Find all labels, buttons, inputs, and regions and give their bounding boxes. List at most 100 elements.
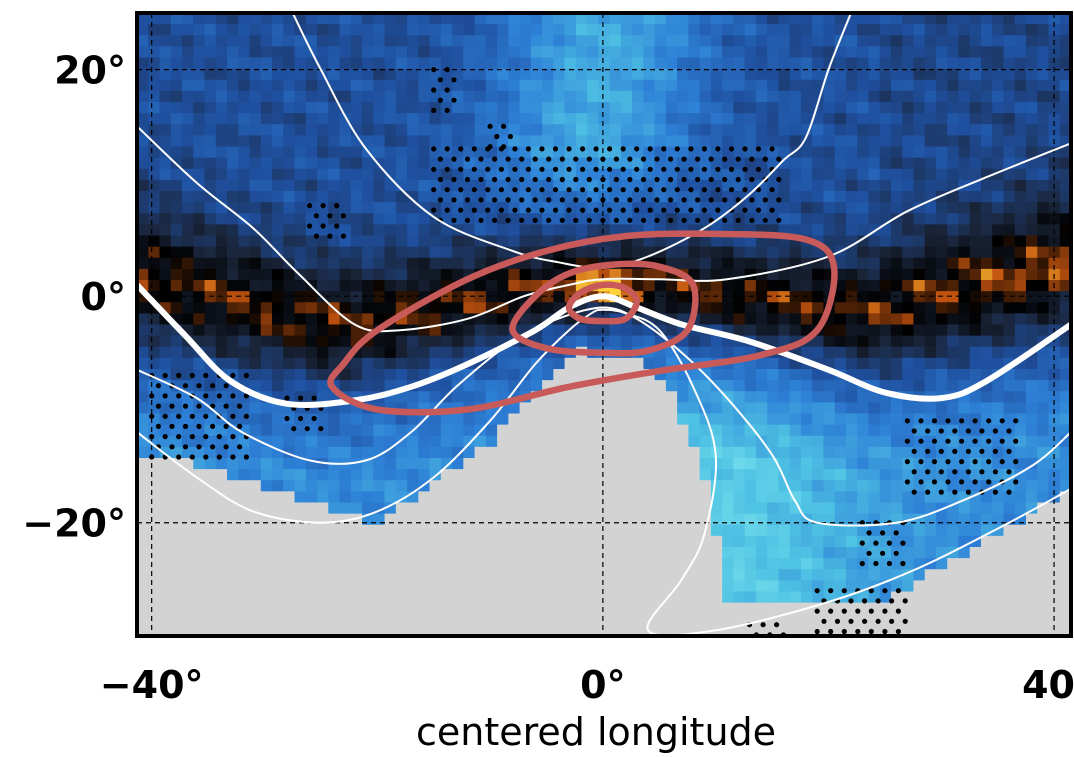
heatmap-cell — [519, 257, 532, 270]
masked-cell — [980, 558, 993, 570]
heatmap-cell — [305, 135, 318, 148]
heatmap-cell — [463, 191, 476, 203]
masked-cell — [665, 391, 678, 403]
heatmap-cell — [890, 480, 903, 492]
heatmap-cell — [272, 402, 284, 415]
heatmap-cell — [440, 124, 453, 136]
heatmap-cell — [1037, 413, 1050, 426]
masked-cell — [688, 569, 701, 581]
masked-cell — [575, 369, 588, 381]
masked-cell — [474, 469, 487, 481]
stipple-dot — [162, 372, 168, 379]
heatmap-cell — [418, 369, 431, 381]
heatmap-cell — [879, 113, 892, 125]
heatmap-cell — [429, 57, 442, 70]
heatmap-cell — [575, 24, 588, 36]
heatmap-cell — [227, 446, 239, 459]
heatmap-cell — [744, 179, 757, 192]
heatmap-cell — [643, 313, 656, 326]
heatmap-cell — [834, 413, 847, 426]
masked-cell — [553, 402, 566, 415]
masked-cell — [463, 569, 476, 581]
heatmap-cell — [508, 369, 521, 381]
heatmap-cell — [305, 124, 318, 136]
masked-cell — [632, 357, 644, 370]
masked-cell — [654, 547, 667, 559]
stipple-dot — [566, 187, 572, 193]
heatmap-cell — [868, 90, 881, 103]
heatmap-cell — [407, 369, 419, 381]
masked-cell — [137, 469, 149, 481]
heatmap-cell — [722, 591, 735, 604]
heatmap-cell — [958, 224, 971, 237]
heatmap-cell — [485, 146, 498, 159]
heatmap-cell — [542, 24, 554, 36]
stipple-dot — [431, 207, 437, 213]
masked-cell — [148, 602, 161, 615]
heatmap-cell — [305, 424, 318, 437]
heatmap-cell — [947, 246, 960, 259]
heatmap-cell — [542, 357, 554, 370]
heatmap-cell — [924, 24, 937, 36]
masked-cell — [632, 413, 644, 426]
heatmap-cell — [1037, 146, 1050, 159]
stipple-dot — [931, 418, 938, 424]
heatmap-cell — [789, 168, 802, 181]
heatmap-cell — [823, 380, 836, 392]
heatmap-cell — [429, 324, 442, 337]
heatmap-cell — [665, 90, 678, 103]
heatmap-cell — [767, 580, 780, 593]
heatmap-cell — [429, 68, 442, 81]
heatmap-cell — [260, 224, 273, 237]
heatmap-cell — [879, 168, 892, 181]
masked-cell — [857, 624, 870, 636]
heatmap-cell — [767, 224, 780, 237]
heatmap-cell — [755, 591, 768, 604]
heatmap-cell — [857, 79, 870, 92]
heatmap-cell — [800, 469, 813, 481]
masked-cell — [418, 580, 431, 593]
heatmap-cell — [1014, 124, 1027, 136]
heatmap-cell — [924, 13, 937, 25]
stipple-dot — [298, 395, 304, 401]
heatmap-cell — [902, 469, 915, 481]
masked-cell — [238, 624, 251, 636]
heatmap-cell — [272, 46, 284, 59]
heatmap-cell — [755, 102, 768, 114]
heatmap-cell — [688, 346, 701, 359]
heatmap-cell — [1059, 402, 1071, 415]
heatmap-cell — [328, 313, 341, 326]
heatmap-cell — [969, 191, 982, 203]
masked-cell — [137, 513, 149, 526]
masked-cell — [407, 547, 419, 559]
heatmap-cell — [272, 113, 284, 125]
heatmap-cell — [677, 291, 689, 303]
heatmap-cell — [317, 324, 329, 337]
masked-cell — [170, 602, 183, 615]
heatmap-cell — [373, 458, 386, 470]
heatmap-cell — [249, 268, 262, 281]
heatmap-cell — [227, 13, 239, 25]
heatmap-cell — [587, 179, 599, 192]
heatmap-cell — [665, 157, 678, 170]
heatmap-cell — [137, 157, 149, 170]
heatmap-cell — [1048, 168, 1061, 181]
heatmap-cell — [913, 157, 926, 170]
heatmap-cell — [350, 458, 363, 470]
heatmap-cell — [283, 24, 296, 36]
heatmap-cell — [137, 302, 149, 314]
heatmap-cell — [452, 24, 464, 36]
stipple-dot — [728, 187, 735, 193]
heatmap-cell — [868, 246, 881, 259]
masked-cell — [508, 602, 521, 615]
masked-cell — [373, 602, 386, 615]
heatmap-cell — [935, 179, 948, 192]
heatmap-cell — [778, 580, 791, 593]
masked-cell — [283, 535, 296, 548]
heatmap-cell — [1059, 291, 1071, 303]
heatmap-cell — [508, 135, 521, 148]
heatmap-cell — [182, 280, 194, 292]
heatmap-cell — [890, 213, 903, 225]
masked-cell — [508, 535, 521, 548]
heatmap-cell — [845, 191, 858, 203]
